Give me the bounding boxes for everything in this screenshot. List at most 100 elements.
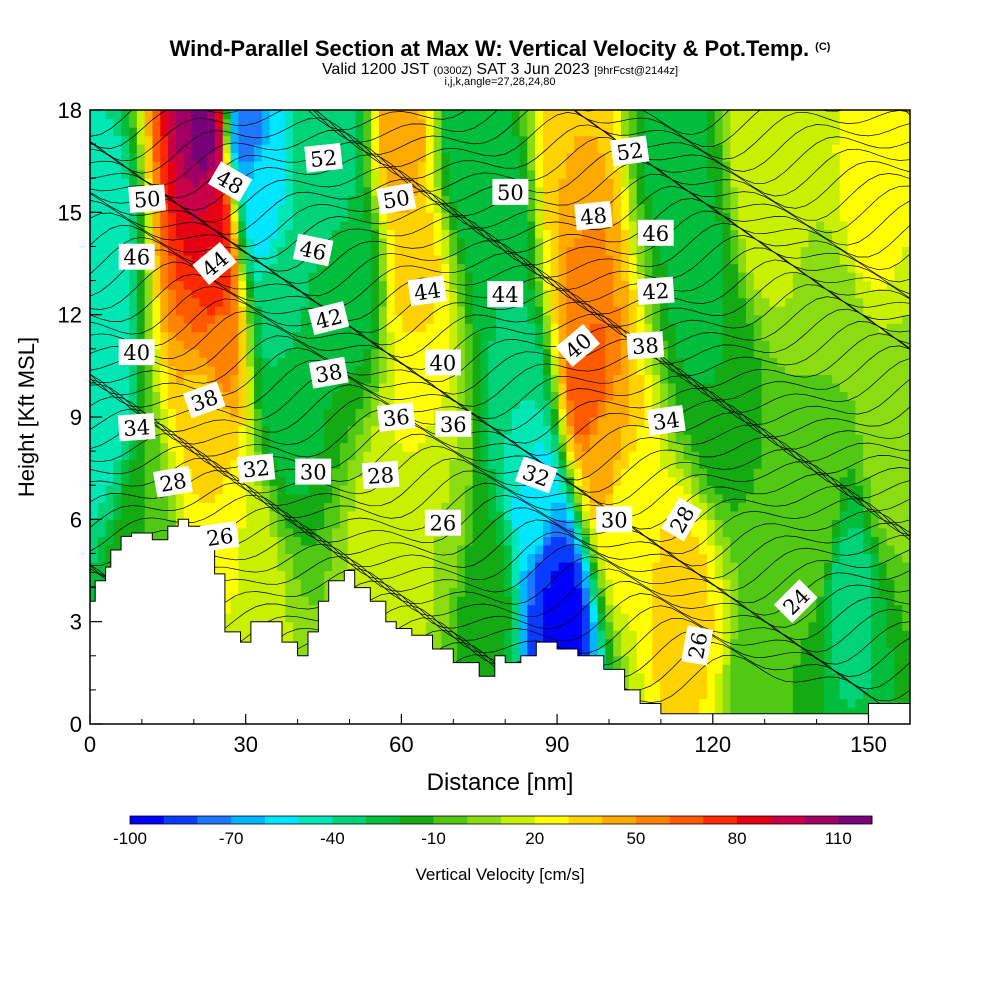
velocity-cell (449, 246, 458, 256)
velocity-cell (589, 323, 599, 333)
velocity-cell (277, 220, 286, 230)
velocity-cell (332, 468, 341, 478)
velocity-cell (113, 254, 122, 265)
velocity-cell (394, 161, 403, 171)
velocity-cell (542, 442, 552, 452)
velocity-cell (355, 459, 364, 469)
velocity-cell (308, 502, 318, 512)
velocity-cell (371, 544, 380, 555)
velocity-cell (441, 306, 450, 316)
velocity-cell (254, 348, 263, 358)
velocity-cell (316, 399, 325, 410)
velocity-cell (230, 459, 239, 469)
velocity-cell (90, 263, 99, 273)
velocity-cell (97, 391, 107, 401)
velocity-cell (277, 323, 286, 333)
velocity-cell (511, 391, 521, 401)
velocity-cell (168, 280, 177, 290)
velocity-cell (269, 493, 279, 503)
velocity-cell (332, 118, 341, 128)
velocity-cell (621, 681, 630, 691)
velocity-cell (339, 391, 349, 401)
velocity-cell (574, 391, 583, 401)
velocity-cell (378, 510, 388, 520)
velocity-cell (97, 118, 107, 128)
velocity-cell (519, 434, 528, 444)
velocity-cell (121, 374, 130, 384)
velocity-cell (230, 468, 239, 478)
velocity-cell (574, 442, 583, 452)
velocity-cell (519, 382, 528, 393)
velocity-cell (378, 442, 388, 452)
velocity-cell (246, 152, 255, 162)
velocity-cell (605, 144, 614, 154)
velocity-cell (386, 391, 396, 401)
velocity-cell (261, 263, 271, 273)
velocity-cell (90, 485, 99, 495)
velocity-cell (472, 144, 482, 154)
velocity-cell (285, 203, 294, 213)
velocity-cell (222, 289, 232, 299)
velocity-cell (433, 144, 443, 154)
velocity-cell (269, 544, 279, 555)
velocity-cell (363, 161, 372, 171)
velocity-cell (527, 212, 536, 222)
velocity-cell (402, 323, 411, 333)
velocity-cell (550, 289, 560, 299)
velocity-cell (433, 434, 443, 444)
velocity-cell (410, 604, 419, 614)
velocity-cell (183, 272, 193, 282)
velocity-cell (574, 638, 583, 648)
velocity-cell (136, 297, 146, 307)
velocity-cell (503, 203, 513, 213)
velocity-cell (97, 212, 107, 222)
velocity-cell (285, 280, 294, 290)
velocity-cell (277, 604, 286, 614)
velocity-cell (371, 408, 380, 418)
velocity-cell (285, 587, 294, 597)
velocity-cell (550, 553, 560, 563)
velocity-cell (269, 186, 279, 196)
velocity-cell (371, 596, 380, 606)
velocity-cell (261, 110, 271, 120)
velocity-cell (589, 178, 599, 188)
velocity-cell (378, 357, 388, 367)
velocity-cell (363, 391, 372, 401)
velocity-cell (386, 587, 396, 597)
velocity-cell (597, 382, 607, 393)
velocity-cell (441, 314, 450, 324)
velocity-cell (472, 391, 482, 401)
velocity-cell (347, 374, 357, 384)
velocity-cell (355, 280, 364, 290)
velocity-cell (386, 493, 396, 503)
velocity-cell (363, 408, 372, 418)
velocity-cell (214, 110, 224, 120)
velocity-cell (207, 434, 216, 444)
velocity-cell (550, 152, 560, 162)
velocity-cell (347, 178, 357, 188)
velocity-cell (480, 502, 489, 512)
velocity-cell (433, 613, 443, 623)
velocity-cell (230, 144, 239, 154)
velocity-cell (371, 203, 380, 213)
velocity-cell (175, 340, 185, 350)
velocity-cell (160, 527, 169, 537)
velocity-cell (527, 203, 536, 213)
velocity-cell (582, 502, 591, 512)
velocity-cell (621, 161, 630, 171)
velocity-cell (175, 186, 185, 196)
velocity-cell (355, 297, 364, 307)
velocity-cell (199, 118, 208, 128)
velocity-cell (324, 186, 333, 196)
velocity-cell (285, 365, 294, 375)
velocity-cell (339, 434, 349, 444)
velocity-cell (566, 468, 575, 478)
velocity-cell (449, 186, 458, 196)
velocity-cell (589, 613, 599, 623)
velocity-cell (558, 621, 567, 631)
velocity-cell (394, 587, 403, 597)
velocity-cell (605, 417, 614, 427)
velocity-cell (261, 382, 271, 393)
velocity-cell (285, 110, 294, 120)
velocity-cell (457, 613, 466, 623)
